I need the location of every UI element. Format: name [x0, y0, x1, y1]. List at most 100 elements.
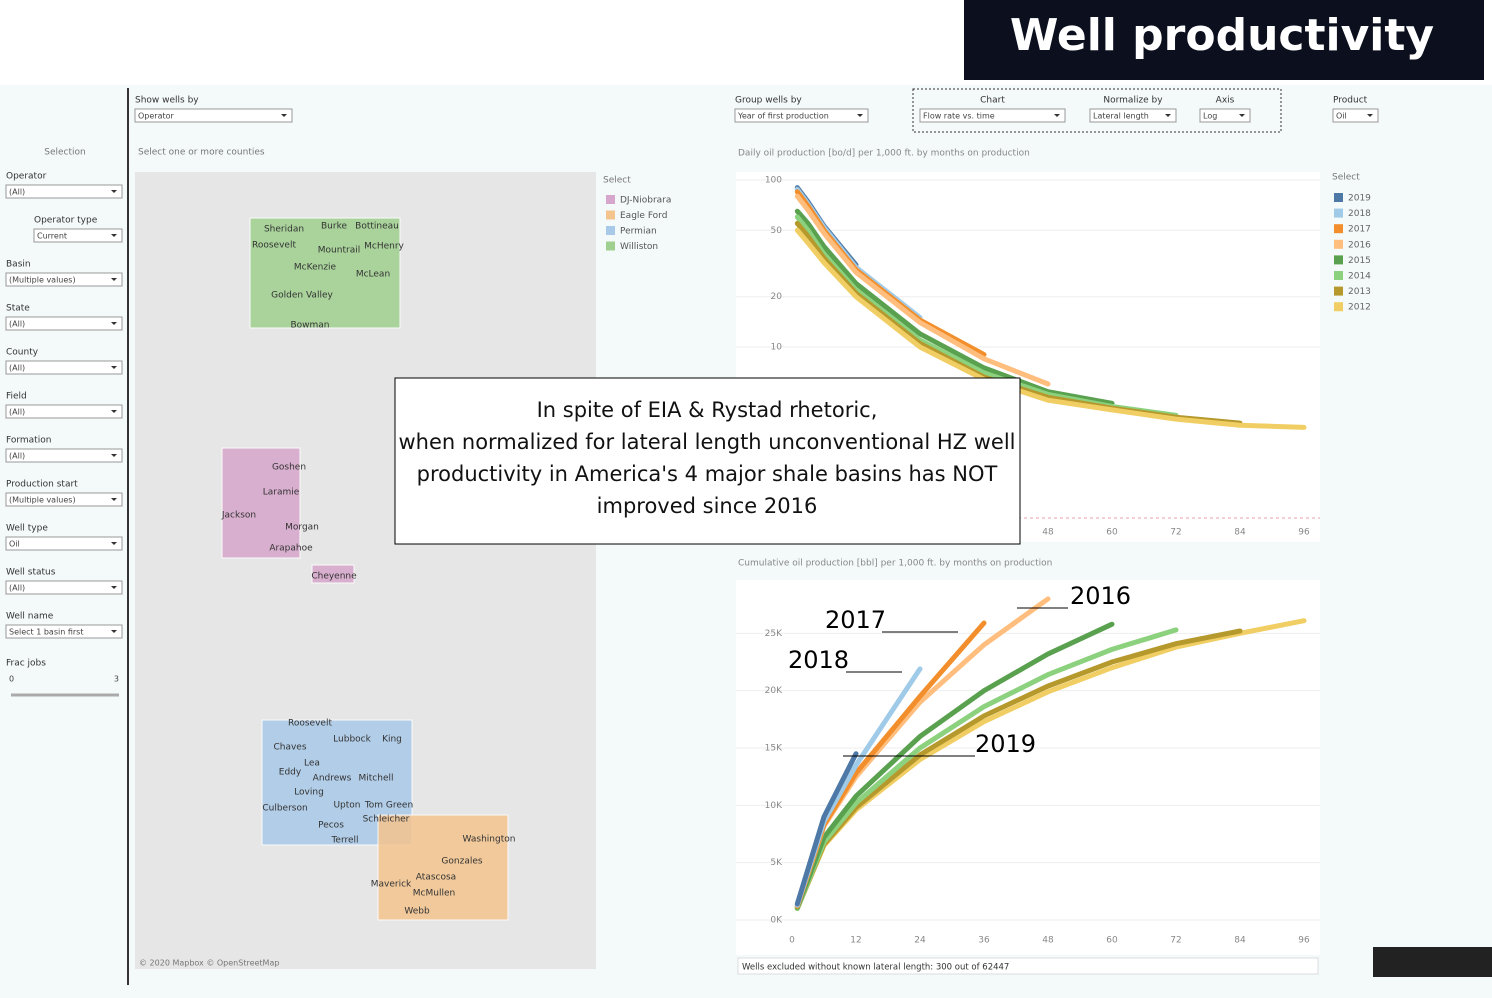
legend-label: 2015: [1348, 256, 1371, 266]
dropdown[interactable]: [1332, 108, 1379, 123]
dropdown-value: Select 1 basin first: [9, 628, 83, 637]
control-label: Axis: [1216, 96, 1235, 106]
county-label: McKenzie: [294, 263, 337, 273]
county-label: Webb: [404, 907, 430, 917]
legend-swatch: [1334, 224, 1343, 234]
county-label: Laramie: [263, 488, 300, 498]
annotation: 2017: [825, 606, 886, 634]
chart-title: Cumulative oil production [bbl] per 1,00…: [738, 559, 1052, 569]
basin-area[interactable]: [249, 217, 401, 329]
legend-swatch: [1334, 286, 1343, 296]
series-line: [794, 751, 859, 907]
zoom-bar[interactable]: [1373, 947, 1492, 977]
control-label: Normalize by: [1103, 96, 1163, 106]
dropdown[interactable]: [919, 108, 1066, 123]
x-tick-label: 48: [1042, 936, 1054, 946]
dropdown[interactable]: [5, 624, 123, 639]
dropdown[interactable]: [5, 492, 123, 507]
legend-label: 2017: [1348, 225, 1371, 235]
dropdown-value: Lateral length: [1093, 112, 1149, 121]
slider-min: 0: [9, 675, 14, 684]
basin-area[interactable]: [221, 447, 301, 559]
y-tick-label: 15K: [765, 744, 783, 754]
dropdown-value: Log: [1203, 112, 1217, 121]
dropdown[interactable]: [5, 316, 123, 331]
dropdown-arrow: [1367, 114, 1373, 117]
x-tick-label: 84: [1234, 528, 1246, 538]
dropdown[interactable]: [5, 404, 123, 419]
dropdown-arrow: [111, 630, 117, 633]
series-line: [794, 627, 1179, 911]
legend-label: Williston: [620, 242, 658, 252]
x-tick-label: 96: [1298, 936, 1310, 946]
basin-area[interactable]: [311, 564, 355, 584]
county-label: Chaves: [273, 743, 306, 753]
x-tick-label: 12: [850, 936, 861, 946]
county-label: Lea: [304, 759, 320, 769]
legend-label: 2019: [1348, 194, 1371, 204]
x-tick-label: 84: [1234, 936, 1246, 946]
dropdown-value: (Multiple values): [9, 496, 76, 505]
x-tick-label: 60: [1106, 936, 1118, 946]
dropdown-arrow: [111, 190, 117, 193]
title-bar: [964, 0, 1484, 80]
filter-label: Formation: [6, 436, 51, 446]
series-line: [794, 208, 1115, 406]
filter-label: Field: [6, 392, 27, 402]
chart-title: Daily oil production [bo/d] per 1,000 ft…: [738, 149, 1030, 159]
y-tick-label: 10: [771, 343, 783, 353]
dropdown[interactable]: [1089, 108, 1177, 123]
dropdown-arrow: [281, 114, 287, 117]
county-label: Burke: [321, 222, 347, 232]
dropdown[interactable]: [5, 580, 123, 595]
dropdown-value: (Multiple values): [9, 276, 76, 285]
callout-box: [394, 377, 1021, 545]
basin-area[interactable]: [377, 814, 509, 921]
county-label: Lubbock: [333, 735, 371, 745]
county-label: Pecos: [318, 821, 344, 831]
series-line: [794, 193, 1051, 387]
legend-label: Eagle Ford: [620, 211, 667, 221]
control-label: Product: [1333, 96, 1368, 106]
dropdown[interactable]: [5, 360, 123, 375]
x-tick-label: 72: [1170, 936, 1181, 946]
footer-note: Wells excluded without known lateral len…: [742, 963, 1009, 973]
dropdown-arrow: [111, 454, 117, 457]
county-label: Morgan: [285, 523, 319, 533]
control-label: Show wells by: [135, 96, 199, 106]
cum-plot: [736, 580, 1320, 955]
legend-label: 2012: [1348, 303, 1371, 313]
slider-label: Frac jobs: [6, 659, 46, 669]
filter-label: Well status: [6, 568, 56, 578]
x-tick-label: 24: [914, 936, 926, 946]
dropdown-arrow: [111, 278, 117, 281]
x-tick-label: 72: [1170, 528, 1181, 538]
sidebar-heading: Selection: [44, 148, 85, 158]
dropdown[interactable]: [5, 272, 123, 287]
county-label: McLean: [356, 270, 390, 280]
y-tick-label: 20: [771, 292, 783, 302]
county-label: Maverick: [371, 880, 412, 890]
footer-box: [737, 957, 1319, 975]
dropdown[interactable]: [33, 228, 123, 243]
county-label: McMullen: [413, 889, 455, 899]
legend-swatch: [1334, 208, 1343, 218]
dropdown-arrow: [111, 234, 117, 237]
legend-label: 2014: [1348, 272, 1371, 282]
dropdown-arrow: [1165, 114, 1171, 117]
legend-swatch: [606, 195, 615, 204]
dropdown-arrow: [111, 542, 117, 545]
dropdown[interactable]: [134, 108, 293, 123]
county-label: Eddy: [279, 768, 302, 778]
dropdown[interactable]: [734, 108, 869, 123]
dropdown-arrow: [111, 322, 117, 325]
x-tick-label: 48: [1042, 528, 1054, 538]
filter-label: State: [6, 304, 30, 314]
dropdown[interactable]: [5, 536, 123, 551]
legend-swatch: [1334, 255, 1343, 265]
annotation: 2019: [975, 730, 1036, 758]
dropdown[interactable]: [5, 448, 123, 463]
dropdown[interactable]: [1199, 108, 1251, 123]
dropdown[interactable]: [5, 184, 123, 199]
